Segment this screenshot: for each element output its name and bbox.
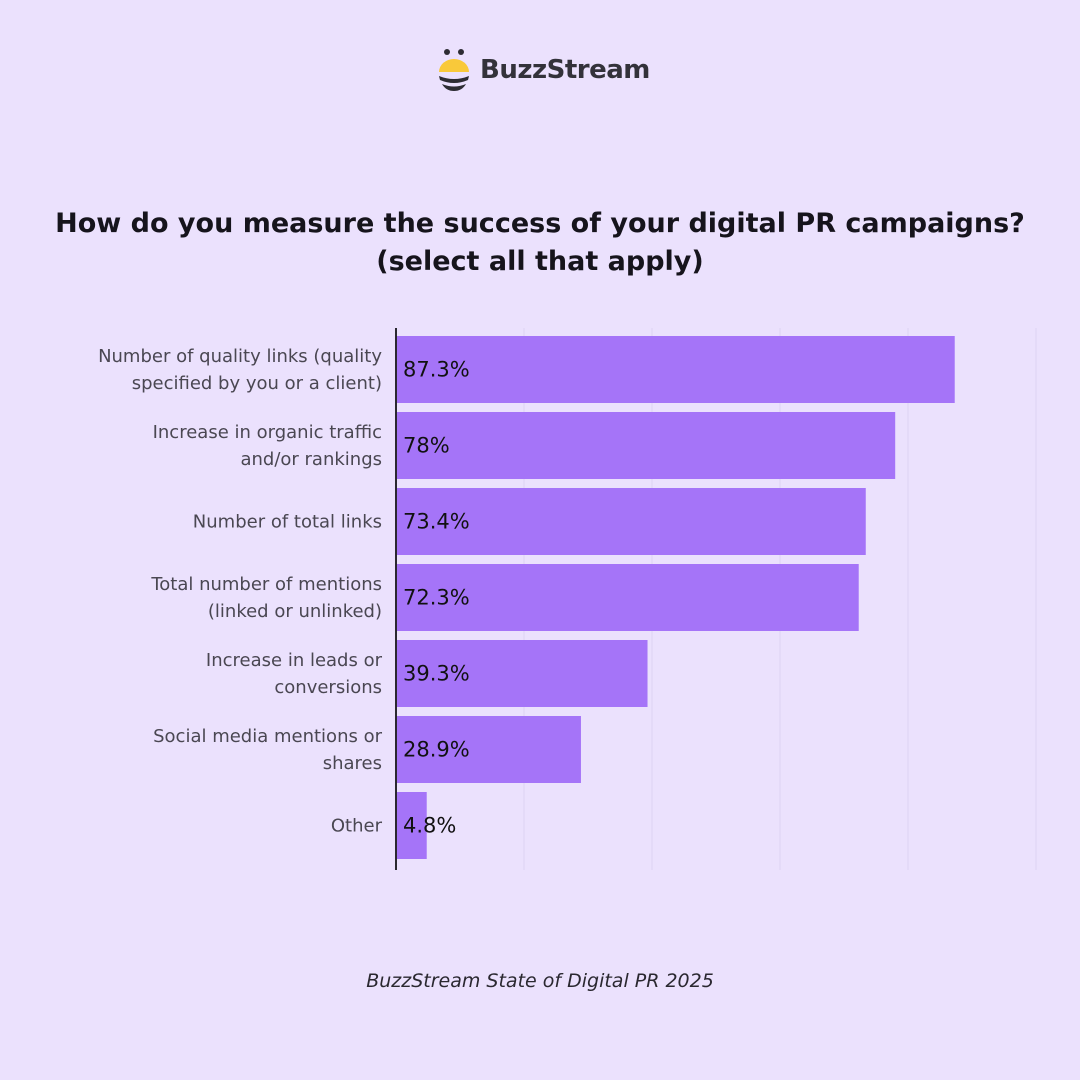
data-label: 78% [403, 434, 450, 458]
category-label: (linked or unlinked) [208, 601, 382, 622]
bar [396, 792, 427, 859]
chart-title: How do you measure the success of your d… [0, 205, 1080, 281]
category-label: Other [331, 816, 383, 837]
category-label: shares [323, 753, 382, 774]
bar [396, 336, 955, 403]
category-label: Number of total links [193, 512, 382, 533]
category-label: Number of quality links (quality [98, 346, 382, 367]
category-label: Increase in leads or [206, 650, 383, 671]
title-line-2: (select all that apply) [376, 246, 704, 277]
bar [396, 640, 648, 707]
bar [396, 488, 866, 555]
category-label: Increase in organic traffic [153, 422, 382, 443]
category-label: Total number of mentions [150, 574, 382, 595]
category-label: Social media mentions or [153, 726, 382, 747]
bar [396, 564, 859, 631]
category-label: conversions [274, 677, 382, 698]
source-caption: BuzzStream State of Digital PR 2025 [366, 970, 714, 992]
data-label: 28.9% [403, 738, 470, 762]
data-label: 39.3% [403, 662, 470, 686]
data-label: 87.3% [403, 358, 470, 382]
bar [396, 716, 581, 783]
brand-logo: BuzzStream [436, 48, 650, 92]
data-label: 72.3% [403, 586, 470, 610]
bee-icon [439, 49, 469, 91]
category-label: and/or rankings [240, 449, 382, 470]
data-label: 4.8% [403, 814, 456, 838]
data-label: 73.4% [403, 510, 470, 534]
bar [396, 412, 896, 479]
title-line-1: How do you measure the success of your d… [55, 208, 1025, 239]
brand-name: BuzzStream [480, 55, 650, 85]
category-label: specified by you or a client) [132, 373, 382, 394]
